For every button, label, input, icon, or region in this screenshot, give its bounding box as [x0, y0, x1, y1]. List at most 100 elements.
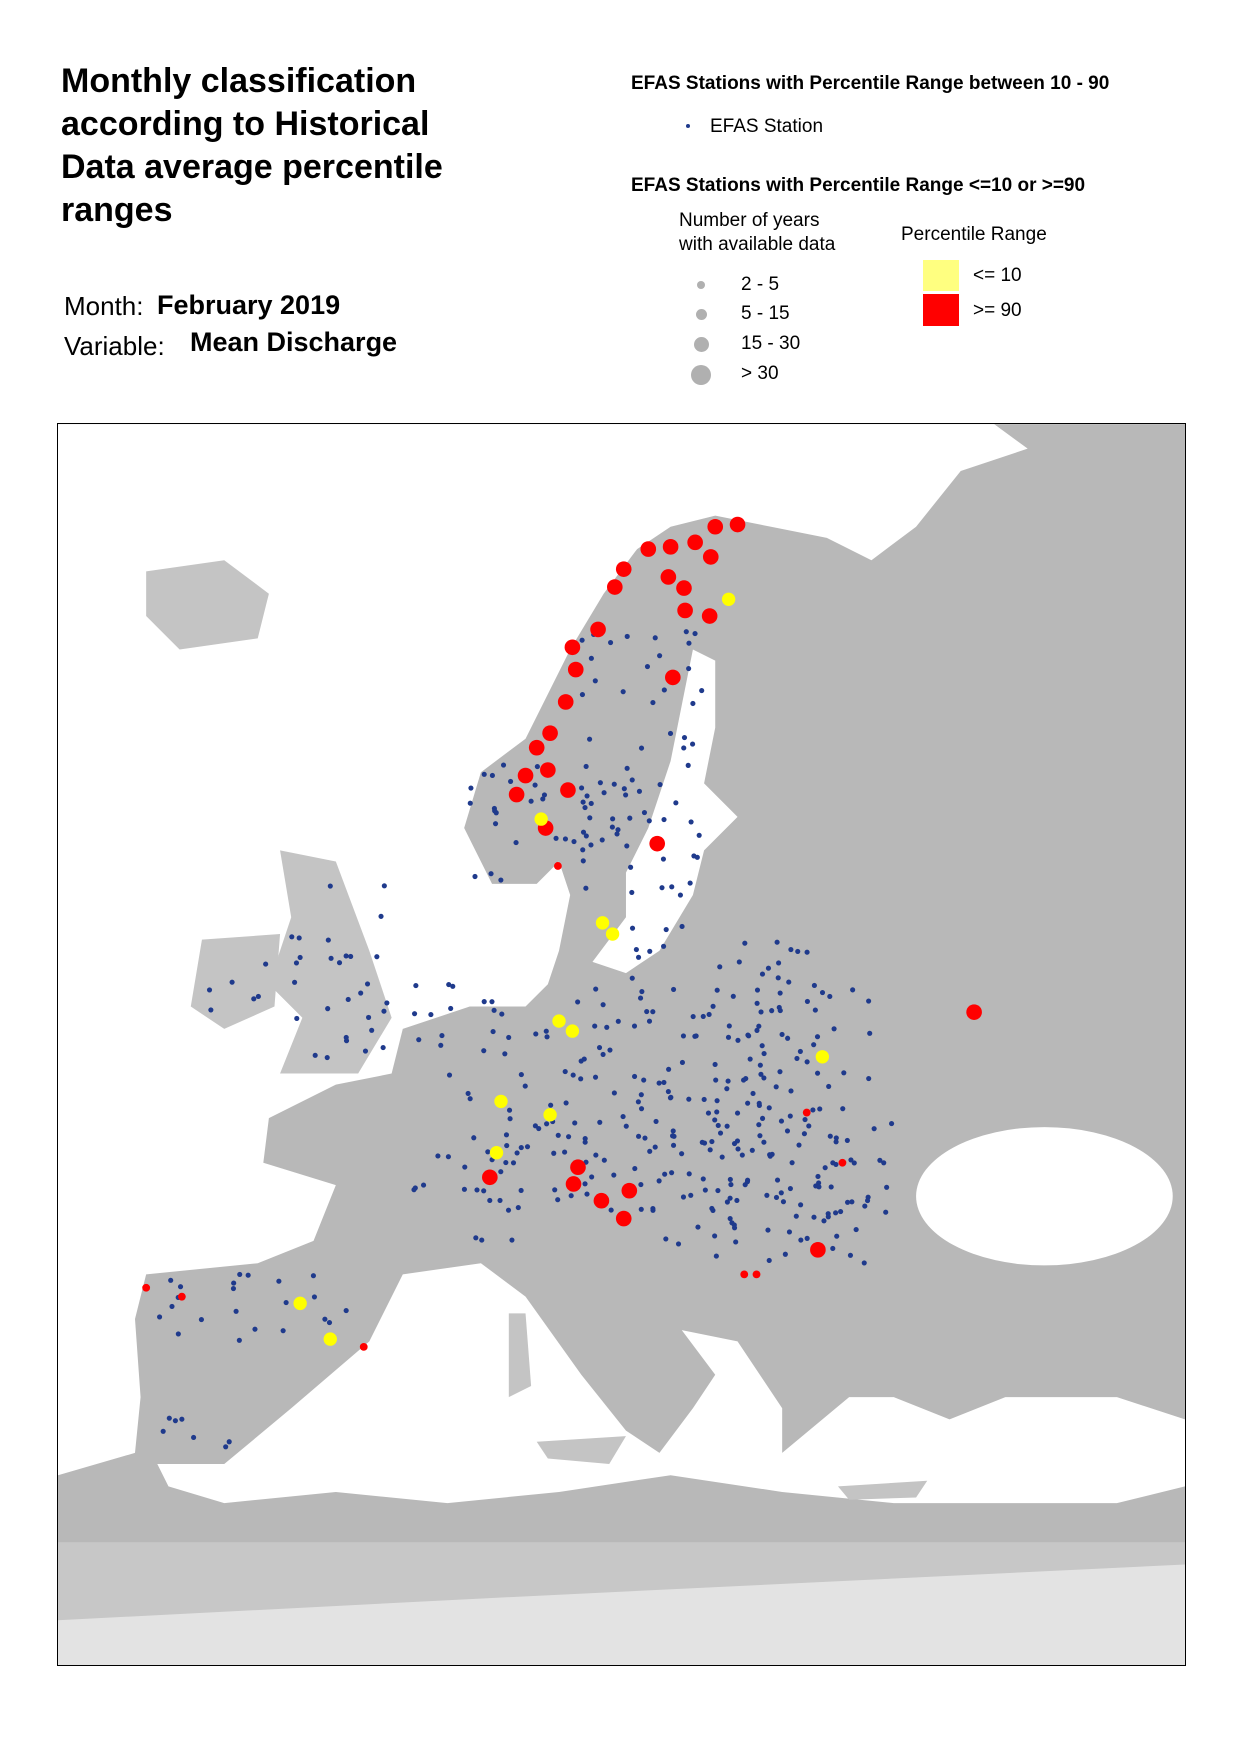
station — [700, 1013, 706, 1020]
station-high — [701, 608, 718, 624]
station — [833, 1139, 839, 1145]
station — [629, 777, 635, 783]
station — [677, 892, 683, 898]
station — [726, 1023, 732, 1029]
station — [366, 1014, 372, 1020]
station — [715, 1187, 721, 1194]
station — [412, 1185, 418, 1191]
station — [492, 821, 499, 827]
station — [562, 1149, 568, 1155]
station — [233, 1308, 239, 1314]
station — [787, 1113, 793, 1119]
station — [834, 1233, 840, 1239]
station — [667, 730, 674, 737]
station — [191, 1434, 197, 1441]
station-high — [517, 767, 534, 784]
station — [597, 780, 603, 786]
station — [750, 1090, 756, 1097]
station — [759, 1043, 765, 1049]
station — [646, 818, 652, 824]
station — [168, 1277, 174, 1283]
station — [491, 1007, 497, 1013]
station-high — [640, 541, 657, 557]
station — [236, 1337, 242, 1343]
station — [518, 1072, 524, 1078]
station — [686, 640, 692, 646]
station — [761, 1075, 767, 1081]
station — [759, 1115, 766, 1121]
station — [761, 1051, 767, 1057]
station — [705, 1110, 712, 1116]
station-high — [564, 639, 581, 656]
station-high — [615, 561, 632, 577]
station — [532, 782, 538, 788]
station — [624, 633, 630, 640]
legend-subheading: Number of years — [679, 210, 820, 231]
station — [583, 833, 589, 839]
station — [624, 765, 630, 771]
station — [745, 1100, 751, 1106]
legend-item: > 30 — [741, 363, 779, 384]
station — [778, 1190, 784, 1196]
station — [579, 692, 586, 698]
station — [756, 1023, 762, 1029]
station — [681, 745, 687, 751]
station — [840, 1106, 846, 1112]
station — [489, 772, 495, 779]
station — [479, 1237, 485, 1243]
legend-item: 15 - 30 — [741, 333, 801, 354]
station — [779, 1031, 785, 1038]
station — [730, 993, 736, 999]
station — [198, 1317, 204, 1323]
station — [492, 808, 498, 814]
station — [592, 1023, 598, 1029]
station — [756, 1122, 762, 1128]
station — [681, 735, 688, 741]
station — [657, 653, 663, 659]
station — [620, 1113, 626, 1120]
station-high — [702, 549, 719, 565]
legend-item: 2 - 5 — [741, 274, 780, 295]
station — [635, 1099, 641, 1105]
station — [724, 1199, 730, 1205]
station-high — [565, 1176, 582, 1192]
station — [582, 1139, 588, 1145]
station — [358, 990, 364, 996]
station — [534, 764, 540, 770]
station — [833, 1210, 839, 1216]
station-high — [540, 762, 556, 778]
station — [731, 1225, 738, 1231]
station — [701, 1096, 707, 1103]
station — [821, 1218, 827, 1224]
station — [867, 1030, 873, 1036]
station — [877, 1157, 883, 1163]
station — [733, 1239, 739, 1245]
station-high — [660, 569, 677, 585]
station — [668, 1094, 674, 1100]
station — [596, 1044, 603, 1051]
station — [507, 1116, 513, 1122]
station — [336, 960, 343, 966]
station — [680, 1033, 687, 1039]
station — [798, 1202, 804, 1208]
station — [811, 1042, 817, 1048]
station — [583, 763, 589, 770]
station — [615, 827, 621, 833]
station — [578, 1058, 584, 1064]
station-high — [142, 1283, 151, 1292]
station — [593, 986, 599, 992]
station — [604, 1024, 610, 1030]
station — [811, 1214, 817, 1220]
station — [810, 1107, 816, 1113]
station — [446, 1072, 453, 1078]
station — [884, 1184, 890, 1190]
station — [806, 1123, 812, 1129]
station — [679, 1059, 686, 1066]
station — [814, 1070, 821, 1076]
station — [663, 1236, 669, 1242]
size-symbol — [691, 365, 711, 385]
station — [680, 1194, 687, 1200]
legend-subheading: with available data — [679, 234, 836, 255]
station — [712, 1061, 718, 1068]
station — [699, 687, 705, 694]
